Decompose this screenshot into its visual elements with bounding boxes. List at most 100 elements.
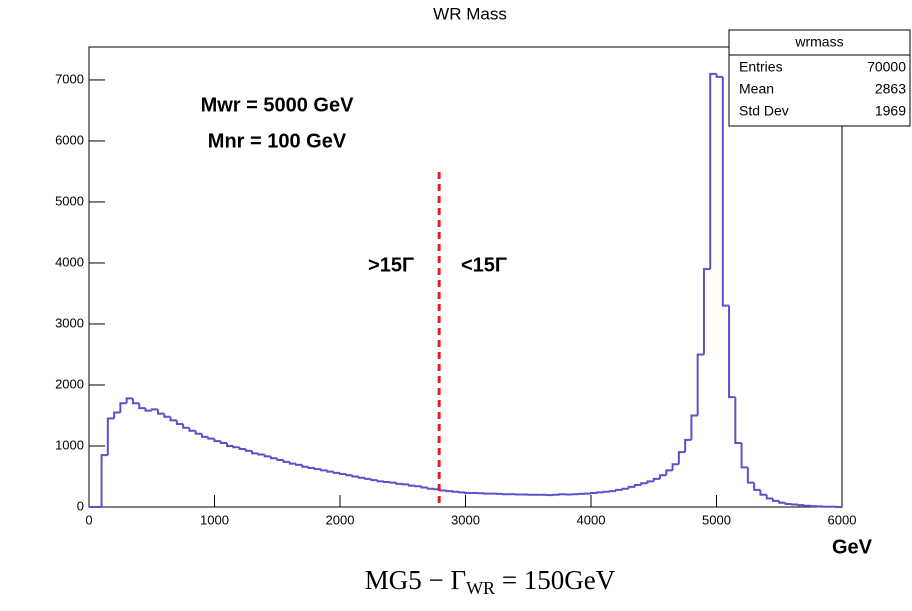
stats-title: wrmass <box>794 34 843 50</box>
histogram-bin <box>640 482 648 486</box>
histogram-bin <box>194 430 202 435</box>
histogram-bin <box>439 489 447 492</box>
histogram-bin <box>395 482 403 485</box>
stats-key: Entries <box>739 59 783 75</box>
histogram-bin <box>746 467 755 484</box>
histogram-bin <box>728 305 736 399</box>
histogram-bin <box>106 417 115 456</box>
histogram-bin <box>339 472 347 476</box>
y-tick-label: 1000 <box>55 437 84 452</box>
histogram-bin <box>382 480 391 483</box>
histogram-bin <box>608 490 617 493</box>
histogram-bin <box>759 489 767 496</box>
stats-value: 2863 <box>875 81 906 97</box>
histogram-bin <box>464 491 472 494</box>
chart-title: WR Mass <box>433 4 507 23</box>
caption-tail: = 150GeV <box>495 565 616 595</box>
histogram-bin <box>702 268 711 355</box>
histogram-bin <box>226 442 234 447</box>
histogram-bin <box>138 403 146 410</box>
histogram-bin <box>351 475 359 478</box>
histogram-bin <box>646 480 654 484</box>
x-tick-label: 0 <box>85 512 92 527</box>
histogram-bin <box>721 76 730 307</box>
histogram-bin <box>445 490 453 493</box>
histogram-bin <box>282 460 290 463</box>
histogram-bin <box>784 502 792 505</box>
histogram-bin <box>765 494 773 500</box>
stats-key: Mean <box>739 81 774 97</box>
stats-key: Std Dev <box>739 103 789 119</box>
histogram-bin <box>269 456 278 460</box>
annotation: >15Γ <box>368 254 414 276</box>
histogram-bin <box>100 454 108 507</box>
histogram-bin <box>200 433 209 438</box>
histogram-bin <box>458 491 466 494</box>
histogram-bin <box>615 488 623 492</box>
histogram-bin <box>125 397 133 404</box>
histogram-bin <box>288 461 297 465</box>
histogram-bin <box>633 484 642 487</box>
annotation: Mwr = 5000 GeV <box>201 94 355 116</box>
histogram-bin <box>420 486 428 489</box>
histogram-bin <box>451 490 460 493</box>
histogram-bin <box>364 477 372 480</box>
histogram-bin <box>408 484 416 487</box>
histogram-bin <box>696 353 704 416</box>
histogram-bin <box>295 463 303 466</box>
histogram-bin <box>389 481 397 484</box>
histogram-bin <box>175 420 184 426</box>
histogram-bin <box>690 414 698 440</box>
histogram-bin <box>244 449 253 452</box>
histogram-bin <box>207 436 215 440</box>
y-tick-label: 3000 <box>55 315 84 330</box>
x-tick-label: 4000 <box>577 512 606 527</box>
x-tick-label: 5000 <box>702 512 731 527</box>
histogram-bin <box>426 487 435 490</box>
histogram-bin <box>590 491 598 494</box>
histogram-bin <box>370 478 378 482</box>
histogram-bin <box>677 451 686 465</box>
histogram-bin <box>326 470 334 473</box>
histogram-bin <box>213 438 221 443</box>
histogram-bin <box>188 427 196 432</box>
histogram-bin <box>257 453 265 456</box>
histogram-bin <box>596 491 604 494</box>
histogram-bin <box>251 450 259 455</box>
annotation: <15Γ <box>461 254 507 276</box>
histogram-bin <box>238 447 246 451</box>
histogram-bin <box>144 408 152 412</box>
stats-box <box>728 29 911 127</box>
y-tick-label: 6000 <box>55 132 84 147</box>
caption: MG5 − ΓWR = 150GeV <box>365 565 616 598</box>
histogram-bin <box>621 487 629 490</box>
histogram-bin <box>665 469 673 476</box>
histogram-bin <box>357 476 366 479</box>
histogram-bin <box>671 463 679 471</box>
histogram-bin <box>740 442 748 469</box>
y-tick-label: 0 <box>77 498 84 513</box>
histogram-bin <box>113 411 121 419</box>
histogram-bin <box>263 454 271 458</box>
histogram-bin <box>157 409 165 415</box>
stats-value: 70000 <box>867 59 906 75</box>
histogram-bin <box>169 416 177 422</box>
histogram-bin <box>219 441 228 444</box>
x-tick-label: 6000 <box>828 512 857 527</box>
histogram-bin <box>376 480 384 483</box>
histogram-bin <box>790 503 799 506</box>
histogram-bin <box>778 500 786 504</box>
histogram-bin <box>602 490 610 493</box>
histogram-bin <box>313 467 322 471</box>
histogram-bin <box>307 466 315 469</box>
x-axis-label: GeV <box>832 536 873 558</box>
histogram-bin <box>401 483 410 486</box>
histogram-bin <box>797 504 805 507</box>
histogram-bin <box>232 445 240 449</box>
histogram-bin <box>320 469 328 472</box>
histogram-bin <box>627 485 635 489</box>
histogram-bin <box>131 398 140 405</box>
histogram-bin <box>163 413 171 418</box>
x-tick-label: 2000 <box>326 512 355 527</box>
